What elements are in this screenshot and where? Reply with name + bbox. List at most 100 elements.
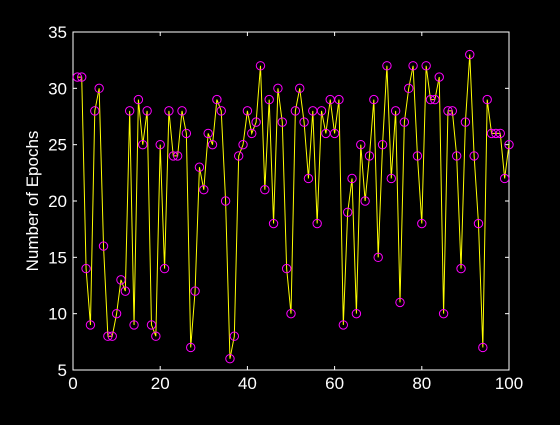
data-point	[390, 106, 401, 116]
data-point	[111, 308, 122, 319]
data-point	[303, 173, 314, 184]
data-point	[212, 94, 222, 105]
data-point	[430, 94, 440, 105]
data-point	[103, 331, 113, 341]
data-point	[242, 106, 253, 116]
data-point	[251, 117, 261, 127]
data-point	[395, 297, 405, 308]
data-point	[356, 139, 366, 150]
y-axis: 5 10 15 20 25 30 35	[48, 23, 509, 380]
data-point	[268, 218, 279, 229]
data-point	[386, 173, 396, 184]
data-point	[281, 263, 292, 274]
data-point	[229, 331, 240, 341]
y-tick-label: 15	[48, 248, 67, 267]
data-point	[72, 72, 83, 82]
data-point	[417, 218, 427, 229]
data-point	[290, 106, 301, 116]
data-point	[421, 61, 431, 71]
y-axis-label: Number of Epochs	[23, 131, 42, 272]
y-tick-label: 5	[58, 361, 67, 380]
data-point	[94, 83, 104, 94]
data-point	[456, 263, 466, 274]
data-point	[142, 106, 152, 116]
x-tick-label: 20	[151, 374, 170, 393]
data-point	[186, 342, 196, 353]
data-point	[238, 139, 248, 150]
data-point	[277, 117, 287, 127]
data-point	[199, 185, 209, 195]
data-point	[81, 263, 91, 274]
data-point	[273, 83, 283, 94]
data-point	[168, 151, 178, 161]
data-point	[369, 94, 379, 105]
y-tick-label: 20	[48, 192, 67, 211]
data-point	[247, 128, 257, 139]
data-point	[190, 286, 200, 296]
data-point	[425, 94, 436, 105]
data-point	[338, 320, 349, 330]
data-point	[447, 106, 458, 116]
y-tick-label: 30	[48, 79, 67, 98]
x-tick-label: 100	[495, 374, 523, 393]
data-point	[264, 94, 274, 105]
data-point	[225, 354, 235, 364]
data-point	[334, 94, 344, 105]
data-point	[124, 106, 135, 116]
data-point	[382, 61, 392, 71]
data-point	[77, 72, 87, 82]
data-point	[116, 275, 126, 285]
data-point	[220, 196, 231, 206]
y-tick-label: 10	[48, 305, 67, 324]
data-point	[482, 94, 492, 105]
data-point	[85, 320, 96, 330]
data-point	[491, 128, 501, 139]
data-point	[181, 128, 192, 139]
data-point	[146, 320, 157, 330]
x-tick-label: 0	[68, 374, 77, 393]
data-point	[159, 263, 170, 274]
data-point	[499, 173, 510, 184]
data-point	[478, 342, 488, 353]
data-point	[495, 128, 505, 139]
plot-area	[72, 31, 510, 371]
data-point	[129, 320, 139, 330]
data-point	[164, 106, 174, 116]
data-point	[233, 151, 244, 161]
data-point	[438, 308, 449, 319]
data-point	[316, 106, 327, 116]
data-point	[469, 151, 479, 161]
y-tick-label: 25	[48, 136, 67, 155]
data-point	[107, 331, 117, 341]
data-point	[364, 151, 375, 161]
data-point	[399, 117, 410, 127]
data-point	[504, 139, 514, 150]
data-point	[351, 308, 362, 319]
data-point	[133, 94, 144, 105]
data-point	[434, 72, 444, 82]
data-point	[155, 139, 165, 150]
data-point	[360, 196, 370, 206]
data-point	[172, 151, 183, 161]
data-point	[451, 151, 462, 161]
data-point	[377, 139, 388, 150]
x-axis: 0 20 40 60 80 100	[68, 32, 523, 393]
data-point	[151, 331, 161, 341]
data-point	[98, 241, 109, 251]
data-point	[312, 218, 322, 229]
data-point	[260, 185, 270, 195]
data-point	[299, 117, 309, 127]
data-point	[412, 151, 423, 161]
data-point	[408, 61, 418, 71]
series-markers	[72, 49, 514, 364]
data-point	[90, 106, 100, 116]
data-point	[203, 128, 213, 139]
data-point	[347, 173, 357, 184]
series-line	[77, 54, 510, 359]
data-point	[138, 139, 148, 150]
x-tick-label: 40	[238, 374, 257, 393]
data-point	[473, 218, 484, 229]
data-point	[329, 128, 340, 139]
